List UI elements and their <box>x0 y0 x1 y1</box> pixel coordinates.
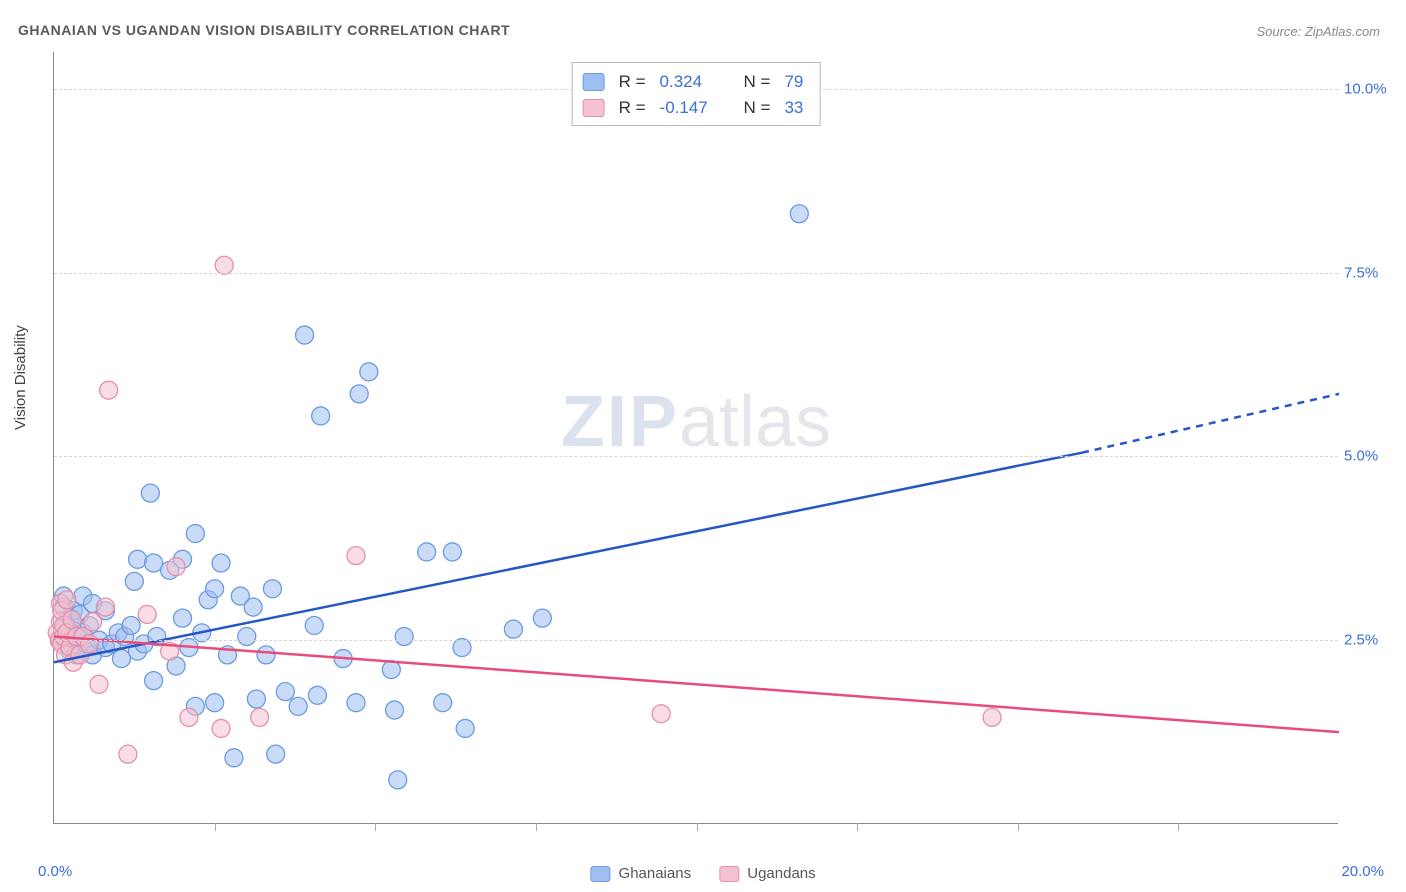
scatter-point <box>125 572 143 590</box>
legend-label: Ghanaians <box>619 865 692 882</box>
legend-item: Ghanaians <box>590 865 691 882</box>
xtick <box>375 823 376 831</box>
scatter-point <box>145 554 163 572</box>
scatter-point <box>225 749 243 767</box>
scatter-point <box>276 683 294 701</box>
regression-line-extension <box>1082 394 1339 453</box>
scatter-point <box>63 611 81 629</box>
regression-line <box>54 637 1339 733</box>
scatter-point <box>386 701 404 719</box>
scatter-point <box>418 543 436 561</box>
scatter-point <box>305 616 323 634</box>
scatter-point <box>119 745 137 763</box>
scatter-point <box>180 708 198 726</box>
chart-title: GHANAIAN VS UGANDAN VISION DISABILITY CO… <box>18 22 510 38</box>
xtick <box>215 823 216 831</box>
scatter-point <box>389 771 407 789</box>
scatter-point <box>141 484 159 502</box>
stats-legend-box: R = 0.324 N = 79 R = -0.147 N = 33 <box>572 62 821 126</box>
scatter-point <box>122 616 140 634</box>
source-label: Source: ZipAtlas.com <box>1256 24 1380 39</box>
xtick <box>1178 823 1179 831</box>
n-value: 79 <box>784 69 803 95</box>
scatter-point <box>100 381 118 399</box>
scatter-point <box>244 598 262 616</box>
ytick-label: 5.0% <box>1344 448 1398 465</box>
scatter-point <box>138 605 156 623</box>
r-label: R = <box>619 69 646 95</box>
gridline <box>54 640 1338 641</box>
scatter-point <box>90 675 108 693</box>
n-label: N = <box>744 69 771 95</box>
scatter-point <box>395 628 413 646</box>
chart-svg <box>54 52 1339 824</box>
regression-line <box>54 453 1082 663</box>
r-label: R = <box>619 95 646 121</box>
ytick-label: 2.5% <box>1344 632 1398 649</box>
scatter-point <box>206 580 224 598</box>
scatter-point <box>289 697 307 715</box>
scatter-point <box>129 550 147 568</box>
swatch-ghanaians <box>583 73 605 91</box>
scatter-point <box>453 639 471 657</box>
swatch-ugandans <box>583 99 605 117</box>
scatter-point <box>174 609 192 627</box>
scatter-point <box>312 407 330 425</box>
xtick <box>1018 823 1019 831</box>
legend-label: Ugandans <box>747 865 815 882</box>
scatter-point <box>58 591 76 609</box>
scatter-point <box>360 363 378 381</box>
scatter-point <box>456 719 474 737</box>
x-end-label: 20.0% <box>1341 863 1384 880</box>
gridline <box>54 273 1338 274</box>
scatter-point <box>257 646 275 664</box>
xtick <box>857 823 858 831</box>
scatter-point <box>308 686 326 704</box>
scatter-point <box>212 554 230 572</box>
xtick <box>536 823 537 831</box>
scatter-point <box>533 609 551 627</box>
scatter-point <box>347 547 365 565</box>
scatter-point <box>267 745 285 763</box>
scatter-point <box>238 628 256 646</box>
scatter-point <box>443 543 461 561</box>
scatter-point <box>212 719 230 737</box>
scatter-point <box>186 525 204 543</box>
scatter-point <box>251 708 269 726</box>
swatch-ghanaians <box>590 866 610 882</box>
scatter-point <box>263 580 281 598</box>
legend-item: Ugandans <box>719 865 816 882</box>
swatch-ugandans <box>719 866 739 882</box>
gridline <box>54 456 1338 457</box>
scatter-point <box>652 705 670 723</box>
r-value: 0.324 <box>660 69 730 95</box>
x-origin-label: 0.0% <box>38 863 72 880</box>
scatter-point <box>167 558 185 576</box>
plot-area: ZIPatlas R = 0.324 N = 79 R = -0.147 N =… <box>53 52 1338 824</box>
r-value: -0.147 <box>660 95 730 121</box>
n-value: 33 <box>784 95 803 121</box>
scatter-point <box>434 694 452 712</box>
scatter-point <box>247 690 265 708</box>
scatter-point <box>145 672 163 690</box>
scatter-point <box>983 708 1001 726</box>
scatter-point <box>350 385 368 403</box>
ytick-label: 10.0% <box>1344 80 1398 97</box>
scatter-point <box>112 650 130 668</box>
stats-row: R = 0.324 N = 79 <box>583 69 804 95</box>
stats-row: R = -0.147 N = 33 <box>583 95 804 121</box>
scatter-point <box>84 613 102 631</box>
scatter-point <box>96 598 114 616</box>
scatter-point <box>206 694 224 712</box>
scatter-point <box>296 326 314 344</box>
scatter-point <box>504 620 522 638</box>
xtick <box>697 823 698 831</box>
y-axis-label: Vision Disability <box>12 325 29 430</box>
scatter-point <box>347 694 365 712</box>
ytick-label: 7.5% <box>1344 264 1398 281</box>
scatter-point <box>790 205 808 223</box>
legend: Ghanaians Ugandans <box>590 865 815 882</box>
n-label: N = <box>744 95 771 121</box>
scatter-point <box>215 256 233 274</box>
